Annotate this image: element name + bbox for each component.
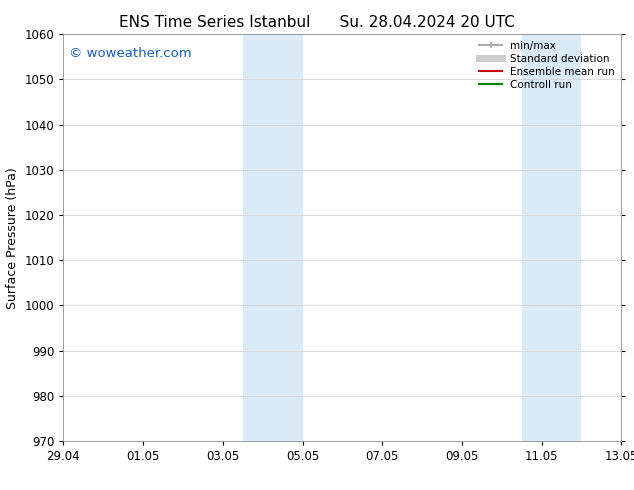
- Bar: [243, 34, 302, 441]
- Legend: min/max, Standard deviation, Ensemble mean run, Controll run: min/max, Standard deviation, Ensemble me…: [475, 36, 619, 94]
- Y-axis label: Surface Pressure (hPa): Surface Pressure (hPa): [6, 167, 19, 309]
- Text: © woweather.com: © woweather.com: [69, 47, 191, 59]
- Bar: [522, 34, 581, 441]
- Text: ENS Time Series Istanbul      Su. 28.04.2024 20 UTC: ENS Time Series Istanbul Su. 28.04.2024 …: [119, 15, 515, 30]
